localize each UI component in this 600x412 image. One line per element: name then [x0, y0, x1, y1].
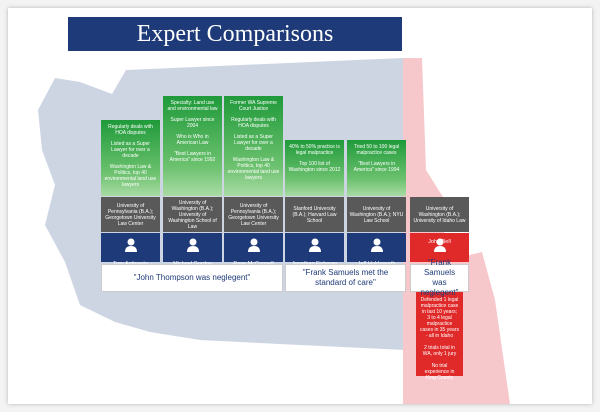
credential: Regularly deals with HOA disputes — [108, 124, 153, 136]
note: No trial experience in King County — [424, 363, 455, 381]
expert-name: Trey Antipasto — [101, 233, 160, 267]
credentials-box: Regularly deals with HOA disputes Listed … — [101, 120, 160, 196]
education: University of Washington (B.A.); Univers… — [163, 197, 222, 232]
credential: Listed as a Super Lawyer for over a deca… — [111, 141, 150, 159]
person-icon — [124, 238, 137, 252]
person-icon — [370, 238, 383, 252]
credentials-box: Tried 50 to 100 legal malpractice cases "… — [347, 140, 406, 196]
education: University of Washington (B.A.); Univers… — [410, 197, 469, 232]
credential: Former WA Supreme Court Justice — [230, 100, 277, 112]
name-text: Jeff Holdsworth — [347, 261, 406, 267]
education: University of Pennsylvania (B.A.); Georg… — [224, 197, 283, 232]
education: University of Washington (B.A.); NYU Law… — [347, 197, 406, 232]
expert-name: Jeff Holdsworth — [347, 233, 406, 267]
education: Stanford University (B.A.); Harvard Law … — [285, 197, 344, 232]
credential: Tried 50 to 100 legal malpractice cases — [353, 144, 400, 156]
expert-name: Jonathan Fishman — [285, 233, 344, 267]
name-text: Trey Antipasto — [101, 261, 160, 267]
credential: Washington Law & Politics, top 40 enviro… — [104, 164, 157, 188]
opinion: "John Thompson was neglegent" — [101, 264, 283, 292]
credentials-box: 40% to 50% practice is legal malpractice… — [285, 140, 344, 196]
opinion: "Frank Samuels met the standard of care" — [285, 264, 406, 292]
name-text: Page McConnell — [224, 261, 283, 267]
credential: Who is Who in American Law — [176, 134, 209, 146]
education: University of Pennsylvania (B.A.); Georg… — [101, 197, 160, 232]
person-icon — [186, 238, 199, 252]
credential: Regularly deals with HOA disputes — [231, 117, 276, 129]
name-text: Michael Gordon — [163, 261, 222, 267]
credential: Super Lawyer since 2004 — [170, 117, 215, 129]
credential: Listed as a Super Lawyer for over a deca… — [234, 134, 273, 152]
person-icon — [247, 238, 260, 252]
person-icon — [433, 238, 446, 252]
credential: "Best Lawyers in America" since 1992 — [169, 151, 216, 163]
expert-name: John Bell — [410, 233, 469, 262]
note: Defended 1 legal malpractice case in las… — [420, 297, 459, 339]
credentials-box: Former WA Supreme Court Justice Regularly… — [224, 96, 283, 196]
credential: Washington Law & Politics, top 40 enviro… — [227, 157, 280, 181]
credential: "Best Lawyers in America" since 1994 — [353, 161, 400, 173]
credentials-box: Specialty: Land use and environmental la… — [163, 96, 222, 196]
expert-name: Michael Gordon — [163, 233, 222, 267]
person-icon — [308, 238, 321, 252]
credential: Top 100 list of Washington since 2012 — [288, 161, 341, 173]
notes-box: Defended 1 legal malpractice case in las… — [416, 292, 463, 381]
credential: 40% to 50% practice is legal malpractice — [289, 144, 340, 156]
name-text: Jonathan Fishman — [285, 261, 344, 267]
opinion: "Frank Samuels was neglegent" — [410, 258, 469, 297]
title: Expert Comparisons — [68, 17, 402, 51]
expert-name: Page McConnell — [224, 233, 283, 267]
note: 2 trials total in WA, only 1 jury — [422, 345, 457, 357]
credential: Specialty: Land use and environmental la… — [167, 100, 218, 112]
